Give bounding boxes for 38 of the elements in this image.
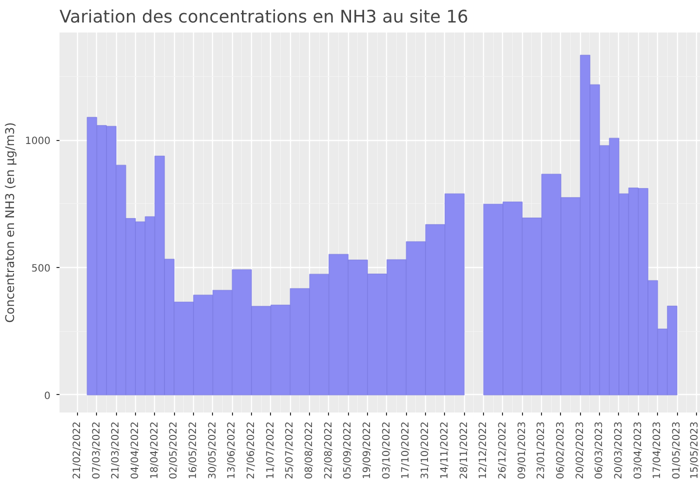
y-tick-label: 500 bbox=[31, 264, 51, 275]
x-tick-label: 06/03/2023 bbox=[594, 421, 606, 480]
x-tick-label: 05/09/2022 bbox=[342, 421, 354, 480]
x-tick-label: 30/05/2022 bbox=[207, 421, 218, 480]
x-tick-label: 27/06/2022 bbox=[246, 421, 258, 480]
x-tick-label: 21/03/2022 bbox=[110, 421, 122, 480]
x-tick-label: 19/09/2022 bbox=[362, 421, 374, 480]
x-tick-label: 06/02/2023 bbox=[555, 421, 566, 480]
x-tick-label: 07/03/2022 bbox=[91, 421, 102, 480]
x-tick-label: 28/11/2022 bbox=[458, 421, 470, 480]
x-tick-label: 14/11/2022 bbox=[439, 421, 450, 480]
x-tick-label: 02/05/2022 bbox=[168, 421, 180, 480]
x-tick-label: 03/04/2023 bbox=[632, 421, 644, 480]
x-tick-label: 31/10/2022 bbox=[420, 421, 432, 480]
x-tick-label: 04/04/2022 bbox=[130, 421, 141, 480]
x-tick-label: 26/12/2022 bbox=[497, 421, 508, 480]
x-tick-label: 23/01/2023 bbox=[536, 421, 548, 480]
x-tick-label: 08/08/2022 bbox=[304, 421, 316, 480]
y-axis-title: Concentraton en NH3 (en µg/m3) bbox=[3, 122, 18, 323]
x-tick-label: 12/12/2022 bbox=[478, 421, 490, 480]
x-tick-label: 20/03/2023 bbox=[613, 421, 624, 480]
y-tick-label: 1000 bbox=[25, 136, 51, 148]
x-tick-label: 01/05/2023 bbox=[672, 421, 683, 480]
x-tick-label: 17/04/2023 bbox=[652, 421, 664, 480]
x-tick-label: 22/08/2022 bbox=[323, 421, 334, 480]
chart-title: Variation des concentrations en NH3 au site 16 bbox=[60, 8, 468, 28]
x-tick-label: 11/07/2022 bbox=[265, 421, 276, 480]
x-tick-label: 16/05/2022 bbox=[188, 421, 199, 480]
x-tick-label: 21/02/2022 bbox=[72, 421, 83, 480]
x-tick-label: 17/10/2022 bbox=[400, 421, 412, 480]
x-tick-label: 03/10/2022 bbox=[381, 421, 392, 480]
x-tick-label: 15/05/2023 bbox=[690, 421, 700, 480]
x-tick-label: 20/02/2023 bbox=[574, 421, 586, 480]
x-tick-label: 09/01/2023 bbox=[516, 421, 528, 480]
x-tick-label: 18/04/2022 bbox=[149, 421, 160, 480]
x-tick-label: 13/06/2022 bbox=[226, 421, 238, 480]
y-tick-label: 0 bbox=[44, 390, 51, 402]
x-tick-label: 25/07/2022 bbox=[284, 421, 296, 480]
